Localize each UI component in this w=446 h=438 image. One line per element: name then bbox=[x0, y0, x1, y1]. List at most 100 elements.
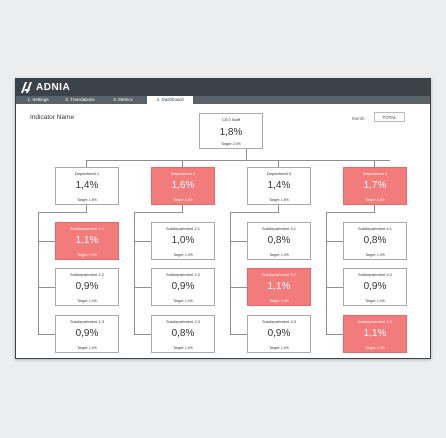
subdepartment-value: 0,9% bbox=[171, 281, 195, 292]
department-name: Department 3 bbox=[266, 171, 292, 176]
connector-line bbox=[230, 241, 247, 242]
subdepartment-name: Subdepartment 3.1 bbox=[261, 226, 297, 231]
department-target: Target: 1,5% bbox=[365, 198, 385, 202]
adnia-logo-icon bbox=[21, 82, 32, 93]
connector-line bbox=[38, 334, 55, 335]
subdepartment-card[interactable]: Subdepartment 4.3 1,1% Target: 1,0% bbox=[343, 315, 407, 353]
connector-line bbox=[86, 160, 390, 161]
subdepartment-target: Target: 1,0% bbox=[365, 253, 385, 257]
subdepartment-value: 0,9% bbox=[267, 328, 291, 339]
tab-translations[interactable]: 2. Translations bbox=[65, 97, 95, 102]
subdepartment-value: 0,8% bbox=[171, 328, 195, 339]
subdepartment-name: Subdepartment 4.2 bbox=[357, 272, 393, 277]
connector-line bbox=[182, 205, 183, 212]
subdepartment-name: Subdepartment 3.3 bbox=[261, 319, 297, 324]
subdepartment-value: 0,9% bbox=[363, 281, 387, 292]
department-card[interactable]: Department 3 1,4% Target: 1,5% bbox=[247, 167, 311, 205]
subdepartment-value: 1,1% bbox=[267, 281, 291, 292]
connector-line bbox=[38, 212, 39, 335]
subdepartment-card[interactable]: Subdepartment 2.1 1,0% Target: 1,0% bbox=[151, 222, 215, 260]
subdepartment-value: 1,1% bbox=[75, 235, 99, 246]
connector-line bbox=[134, 334, 151, 335]
connector-line bbox=[134, 212, 183, 213]
subdepartment-target: Target: 1,0% bbox=[173, 346, 193, 350]
subdepartment-value: 0,8% bbox=[363, 235, 387, 246]
connector-line bbox=[230, 287, 247, 288]
department-name: Department 4 bbox=[362, 171, 388, 176]
connector-line bbox=[182, 160, 183, 167]
sheet-tab-bar: 1. Settings 2. Translations 3. Metrics 4… bbox=[16, 96, 430, 104]
connector-line bbox=[326, 287, 343, 288]
connector-line bbox=[326, 212, 327, 335]
connector-line bbox=[246, 149, 247, 160]
connector-line bbox=[86, 205, 87, 212]
subdepartment-card[interactable]: Subdepartment 4.2 0,9% Target: 1,0% bbox=[343, 268, 407, 306]
connector-line bbox=[278, 205, 279, 212]
subdepartment-card[interactable]: Subdepartment 4.1 0,8% Target: 1,0% bbox=[343, 222, 407, 260]
subdepartment-name: Subdepartment 4.3 bbox=[357, 319, 393, 324]
subdepartment-value: 1,1% bbox=[363, 328, 387, 339]
subdepartment-target: Target: 1,0% bbox=[269, 253, 289, 257]
month-label: Month: bbox=[352, 116, 366, 121]
department-card[interactable]: Department 4 1,7% Target: 1,5% bbox=[343, 167, 407, 205]
ceo-value: 1,8% bbox=[219, 127, 243, 138]
subdepartment-name: Subdepartment 1.3 bbox=[69, 319, 105, 324]
department-name: Department 1 bbox=[74, 171, 100, 176]
subdepartment-card[interactable]: Subdepartment 2.2 0,9% Target: 1,0% bbox=[151, 268, 215, 306]
subdepartment-target: Target: 1,0% bbox=[77, 299, 97, 303]
month-select[interactable]: TOTAL bbox=[374, 112, 405, 122]
title-bar: ADNIA bbox=[16, 79, 430, 96]
connector-line bbox=[326, 212, 375, 213]
subdepartment-card[interactable]: Subdepartment 1.3 0,9% Target: 1,0% bbox=[55, 315, 119, 353]
tab-dashboard[interactable]: 4. Dashboard bbox=[147, 96, 193, 104]
connector-line bbox=[326, 241, 343, 242]
subdepartment-card[interactable]: Subdepartment 3.2 1,1% Target: 1,0% bbox=[247, 268, 311, 306]
subdepartment-target: Target: 1,0% bbox=[365, 346, 385, 350]
subdepartment-card[interactable]: Subdepartment 1.1 1,1% Target: 1,0% bbox=[55, 222, 119, 260]
department-card[interactable]: Department 2 1,6% Target: 1,5% bbox=[151, 167, 215, 205]
department-target: Target: 1,5% bbox=[77, 198, 97, 202]
subdepartment-target: Target: 1,0% bbox=[77, 253, 97, 257]
subdepartment-value: 0,9% bbox=[75, 281, 99, 292]
subdepartment-value: 1,0% bbox=[171, 235, 195, 246]
app-window: ADNIA 1. Settings 2. Translations 3. Met… bbox=[15, 78, 431, 359]
ceo-target: Target: 2,0% bbox=[221, 142, 241, 146]
subdepartment-name: Subdepartment 2.2 bbox=[165, 272, 201, 277]
connector-line bbox=[230, 212, 279, 213]
subdepartment-card[interactable]: Subdepartment 1.2 0,9% Target: 1,0% bbox=[55, 268, 119, 306]
connector-line bbox=[86, 160, 87, 167]
connector-line bbox=[38, 212, 87, 213]
connector-line bbox=[38, 241, 55, 242]
subdepartment-name: Subdepartment 2.1 bbox=[165, 226, 201, 231]
connector-line bbox=[374, 205, 375, 212]
subdepartment-target: Target: 1,0% bbox=[365, 299, 385, 303]
ceo-card[interactable]: CEO Staff 1,8% Target: 2,0% bbox=[199, 113, 263, 149]
department-value: 1,6% bbox=[171, 180, 195, 191]
department-card[interactable]: Department 1 1,4% Target: 1,5% bbox=[55, 167, 119, 205]
subdepartment-card[interactable]: Subdepartment 3.1 0,8% Target: 1,0% bbox=[247, 222, 311, 260]
subdepartment-target: Target: 1,0% bbox=[173, 299, 193, 303]
subdepartment-card[interactable]: Subdepartment 2.3 0,8% Target: 1,0% bbox=[151, 315, 215, 353]
department-value: 1,7% bbox=[363, 180, 387, 191]
subdepartment-target: Target: 1,0% bbox=[77, 346, 97, 350]
dashboard-content: Indicator Name Month: TOTAL bbox=[16, 104, 430, 359]
connector-line bbox=[278, 160, 279, 167]
subdepartment-target: Target: 1,0% bbox=[269, 346, 289, 350]
subdepartment-name: Subdepartment 1.2 bbox=[69, 272, 105, 277]
subdepartment-card[interactable]: Subdepartment 3.3 0,9% Target: 1,0% bbox=[247, 315, 311, 353]
subdepartment-value: 0,8% bbox=[267, 235, 291, 246]
subdepartment-name: Subdepartment 3.2 bbox=[261, 272, 297, 277]
tab-metrics[interactable]: 3. Metrics bbox=[113, 97, 133, 102]
subdepartment-name: Subdepartment 4.1 bbox=[357, 226, 393, 231]
connector-line bbox=[326, 334, 343, 335]
subdepartment-value: 0,9% bbox=[75, 328, 99, 339]
connector-line bbox=[134, 212, 135, 335]
department-target: Target: 1,5% bbox=[173, 198, 193, 202]
subdepartment-target: Target: 1,0% bbox=[269, 299, 289, 303]
department-value: 1,4% bbox=[267, 180, 291, 191]
department-value: 1,4% bbox=[75, 180, 99, 191]
indicator-name-title: Indicator Name bbox=[30, 114, 75, 121]
department-name: Department 2 bbox=[170, 171, 196, 176]
tab-settings[interactable]: 1. Settings bbox=[27, 97, 49, 102]
brand-logo: ADNIA bbox=[21, 82, 70, 93]
